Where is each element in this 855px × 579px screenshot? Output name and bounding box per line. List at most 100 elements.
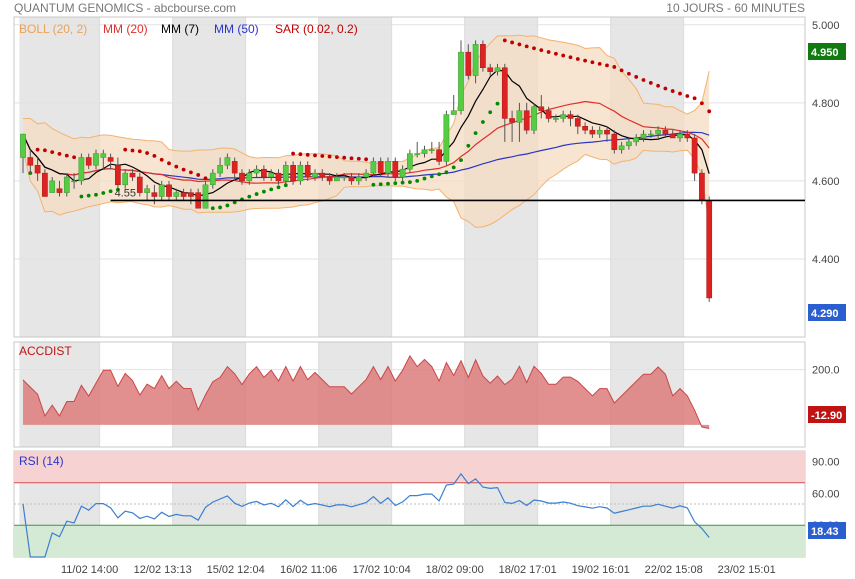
sar-dot — [327, 154, 332, 159]
sar-dot — [429, 174, 434, 179]
sar-dot — [670, 89, 675, 93]
candle-body — [691, 137, 698, 174]
sar-dot — [648, 81, 653, 85]
sar-dot — [64, 153, 69, 158]
candle-body — [450, 110, 457, 115]
sar-dot — [181, 167, 186, 172]
sar-dot — [167, 161, 171, 166]
sar-dot — [123, 147, 128, 152]
candle-body — [290, 165, 296, 182]
candle-body — [611, 133, 618, 150]
candle-body — [209, 172, 216, 186]
sar-dot — [174, 164, 179, 169]
legend-mm50: MM (50) — [214, 22, 259, 36]
sar-dot — [568, 55, 573, 60]
candle-body — [516, 110, 523, 123]
sar-dot — [685, 94, 690, 98]
sar-dot — [72, 155, 76, 160]
sar-dot — [232, 200, 237, 205]
sar-dot — [86, 193, 91, 198]
candle-body — [355, 176, 362, 182]
candle-body — [706, 200, 713, 299]
candle-body — [385, 161, 391, 174]
sar-dot — [437, 172, 441, 177]
low-price-badge-bg — [808, 304, 846, 321]
sar-dot — [678, 91, 682, 96]
sar-dot — [94, 192, 98, 197]
candle-body — [49, 180, 56, 193]
sar-dot — [196, 173, 201, 177]
sar-dot — [561, 53, 566, 58]
accdist-title: ACCDIST — [19, 344, 72, 358]
candle-body — [582, 126, 588, 131]
candle-body — [684, 133, 691, 139]
accdist-panel-frame — [13, 341, 806, 448]
candle-body — [202, 184, 209, 209]
candle-body — [545, 110, 552, 119]
sar-dot — [298, 152, 303, 157]
sar-dot — [356, 156, 361, 161]
candle-body — [662, 129, 669, 135]
candle-body — [560, 114, 567, 119]
candle-body — [173, 192, 180, 197]
candle-body — [589, 129, 596, 135]
rsi-y-tick: 90.00 — [812, 457, 840, 469]
sar-dot — [189, 170, 193, 175]
period-label: 10 JOURS - 60 MINUTES — [666, 1, 805, 15]
candle-body — [509, 118, 515, 123]
sar-dot — [481, 120, 485, 124]
candle-body — [100, 153, 107, 158]
sar-dot — [43, 148, 47, 153]
sar-dot — [605, 63, 609, 68]
candle-body — [523, 110, 530, 131]
x-axis-tick-label: 11/02 14:00 — [61, 564, 118, 576]
rsi-line — [22, 472, 710, 558]
candle-body — [480, 44, 486, 68]
candle-body — [655, 129, 661, 135]
legend-sar: SAR (0.02, 0.2) — [275, 22, 358, 36]
candle-body — [224, 157, 231, 166]
rsi-y-tick: 60.00 — [812, 488, 840, 500]
candle-body — [144, 188, 150, 193]
candle-body — [34, 165, 41, 174]
sar-dot — [50, 150, 55, 155]
sar-dot — [692, 96, 697, 101]
sar-dot — [539, 48, 544, 53]
candle-body — [647, 133, 654, 136]
sar-dot — [101, 191, 106, 195]
candle-body — [231, 161, 238, 174]
candle-body — [633, 137, 640, 143]
candle-body — [282, 165, 289, 182]
candle-body — [428, 149, 435, 151]
candle-body — [246, 172, 253, 182]
sar-dot — [152, 153, 157, 158]
sar-dot — [466, 143, 471, 148]
sar-dot — [700, 101, 704, 106]
candle-body — [377, 161, 384, 174]
candle-body — [341, 176, 348, 179]
candle-body — [436, 149, 442, 162]
candle-body — [443, 114, 450, 162]
candle-body — [42, 172, 48, 197]
sar-dot — [524, 44, 529, 49]
candle-body — [392, 161, 399, 178]
candle-body — [85, 157, 92, 166]
sar-dot — [627, 71, 631, 76]
sar-dot — [597, 61, 602, 66]
sar-dot — [707, 109, 712, 114]
sar-dot — [320, 154, 325, 158]
rsi-title: RSI (14) — [19, 454, 64, 468]
candle-body — [261, 168, 267, 178]
sar-dot — [473, 131, 478, 136]
sar-dot — [305, 152, 310, 157]
candle-body — [370, 161, 377, 174]
candle-body — [275, 172, 282, 182]
candle-body — [20, 133, 26, 158]
low-price-badge: 4.290 — [811, 308, 839, 320]
sar-dot — [517, 42, 522, 47]
price-y-tick: 5.000 — [812, 20, 840, 32]
accdist-series — [22, 354, 710, 429]
sar-dot — [488, 110, 493, 115]
sar-dot — [108, 189, 113, 194]
